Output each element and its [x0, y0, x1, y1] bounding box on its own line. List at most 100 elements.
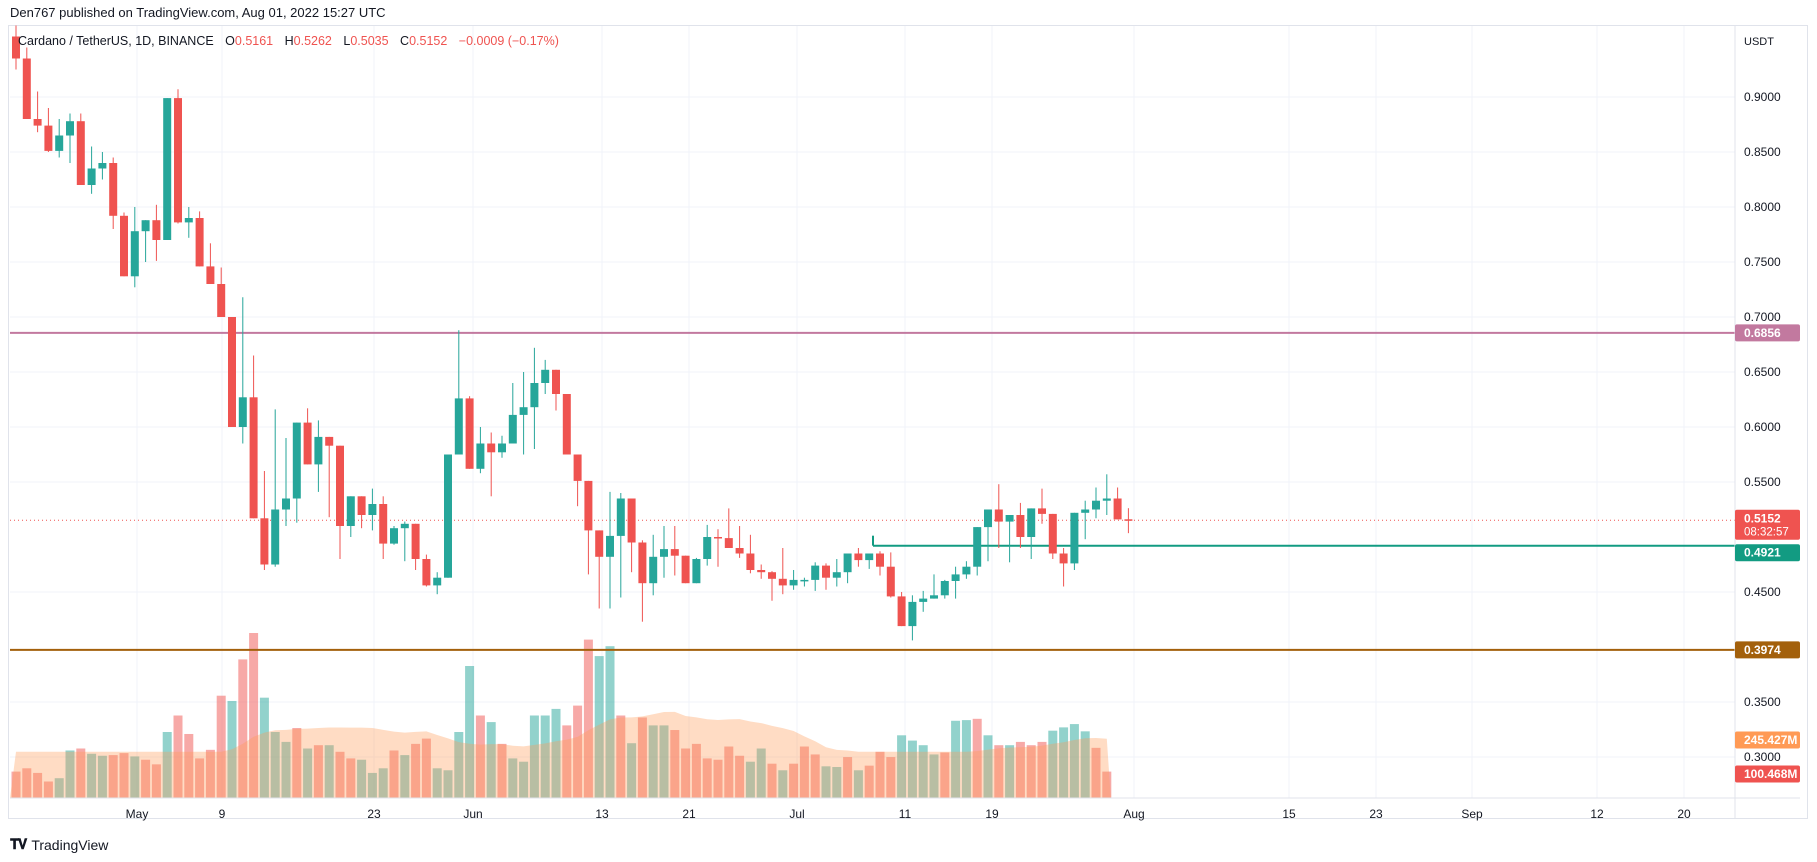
volume-bar	[108, 755, 118, 798]
tradingview-logo-icon: 𝐓𝐕	[10, 836, 27, 852]
close-label: C	[400, 34, 410, 48]
candle-body	[940, 581, 949, 596]
volume-badge	[1735, 765, 1800, 783]
candle-body	[865, 553, 874, 561]
time-label: 20	[1677, 807, 1691, 821]
price-tick: 0.5500	[1744, 475, 1781, 489]
volume-bar	[745, 761, 755, 798]
change-value: −0.0009 (−0.17%)	[458, 34, 559, 48]
volume-bar	[173, 715, 183, 798]
support-mid-badge-text: 0.4921	[1744, 546, 1781, 560]
candle-body	[703, 537, 712, 559]
volume-bar	[508, 758, 518, 798]
candle-body	[130, 231, 139, 277]
volume-bar	[756, 748, 766, 798]
volume-bar	[583, 639, 593, 798]
support-mid-badge	[1735, 544, 1800, 562]
volume-bar	[11, 771, 21, 798]
volume-bar	[141, 759, 151, 798]
candle-body	[1005, 515, 1014, 522]
candle-body	[249, 397, 258, 519]
candle-body	[519, 407, 528, 415]
volume-bar	[465, 666, 475, 798]
candle-body	[735, 548, 744, 554]
candle-body	[930, 595, 938, 599]
candle-body	[638, 542, 647, 584]
volume-bar	[832, 766, 842, 798]
candle-body	[832, 572, 841, 578]
volume-bar	[421, 738, 431, 798]
volume-bar	[87, 753, 97, 798]
candle-body	[908, 601, 917, 627]
low-value: 0.5035	[350, 34, 389, 48]
volume-bar	[378, 768, 388, 798]
candle-body	[400, 523, 409, 529]
price-tick: 0.4500	[1744, 585, 1781, 599]
volume-bar	[767, 763, 777, 798]
candle-body	[163, 98, 172, 240]
price-tick: 0.3000	[1744, 750, 1781, 764]
time-label: 15	[1282, 807, 1296, 821]
volume-bar	[1059, 727, 1069, 798]
volume-bar	[303, 748, 313, 798]
volume-bar	[151, 764, 161, 798]
candle-body	[206, 266, 215, 284]
volume-bar	[97, 755, 107, 798]
volume-bar	[562, 725, 572, 798]
candle-body	[487, 443, 496, 453]
volume-bar	[270, 732, 280, 798]
volume-bar	[443, 770, 453, 798]
candle-body	[271, 509, 280, 565]
price-axis[interactable]	[1735, 26, 1801, 798]
volume-bar	[702, 758, 712, 798]
open-label: O	[225, 34, 235, 48]
price-tick: 0.7500	[1744, 255, 1781, 269]
time-label: 11	[899, 807, 912, 821]
volume-bar	[65, 750, 75, 798]
volume-bar	[529, 715, 539, 798]
candle-body	[120, 215, 128, 277]
volume-bar	[76, 748, 86, 798]
volume-bar	[454, 732, 464, 798]
candle-body	[195, 218, 204, 267]
candle-body	[390, 528, 398, 544]
volume-bar	[432, 768, 442, 798]
volume-bar	[1037, 741, 1047, 798]
resistance-badge-text: 0.6856	[1744, 326, 1781, 340]
candle-body	[962, 566, 971, 575]
candle-body	[433, 577, 442, 586]
candle-body	[357, 496, 366, 515]
candle-body	[951, 574, 960, 581]
candle-body	[854, 553, 863, 561]
candle-body	[33, 119, 42, 126]
volume-bar	[648, 725, 658, 798]
candle-body	[1113, 498, 1122, 520]
candle-body	[789, 579, 798, 586]
candle-body	[573, 454, 582, 481]
high-label: H	[284, 34, 294, 48]
volume-bar	[540, 715, 550, 798]
candle-body	[919, 598, 928, 602]
volume-bar	[43, 781, 53, 798]
open-value: 0.5161	[234, 34, 274, 48]
volume-bar	[227, 700, 237, 798]
volume-ma-badge-text: 245.427M	[1744, 733, 1797, 747]
time-label: 23	[367, 807, 381, 821]
volume-bar	[1080, 731, 1090, 798]
candle-body	[303, 422, 312, 465]
candle-body	[714, 537, 722, 539]
footer-brand[interactable]: 𝐓𝐕 TradingView	[10, 836, 108, 853]
volume-bar	[799, 746, 809, 798]
volume-bar	[367, 772, 377, 798]
volume-bar	[486, 722, 496, 798]
candle-body	[627, 498, 636, 543]
candle-body	[984, 509, 992, 528]
volume-bar	[605, 646, 615, 798]
symbol-title[interactable]: Cardano / TetherUS, 1D, BINANCE	[18, 34, 214, 48]
time-label: Aug	[1123, 807, 1144, 821]
volume-bar	[205, 749, 215, 798]
candle-body	[508, 414, 517, 444]
candle-body	[897, 596, 906, 627]
brand-name: TradingView	[31, 836, 109, 853]
